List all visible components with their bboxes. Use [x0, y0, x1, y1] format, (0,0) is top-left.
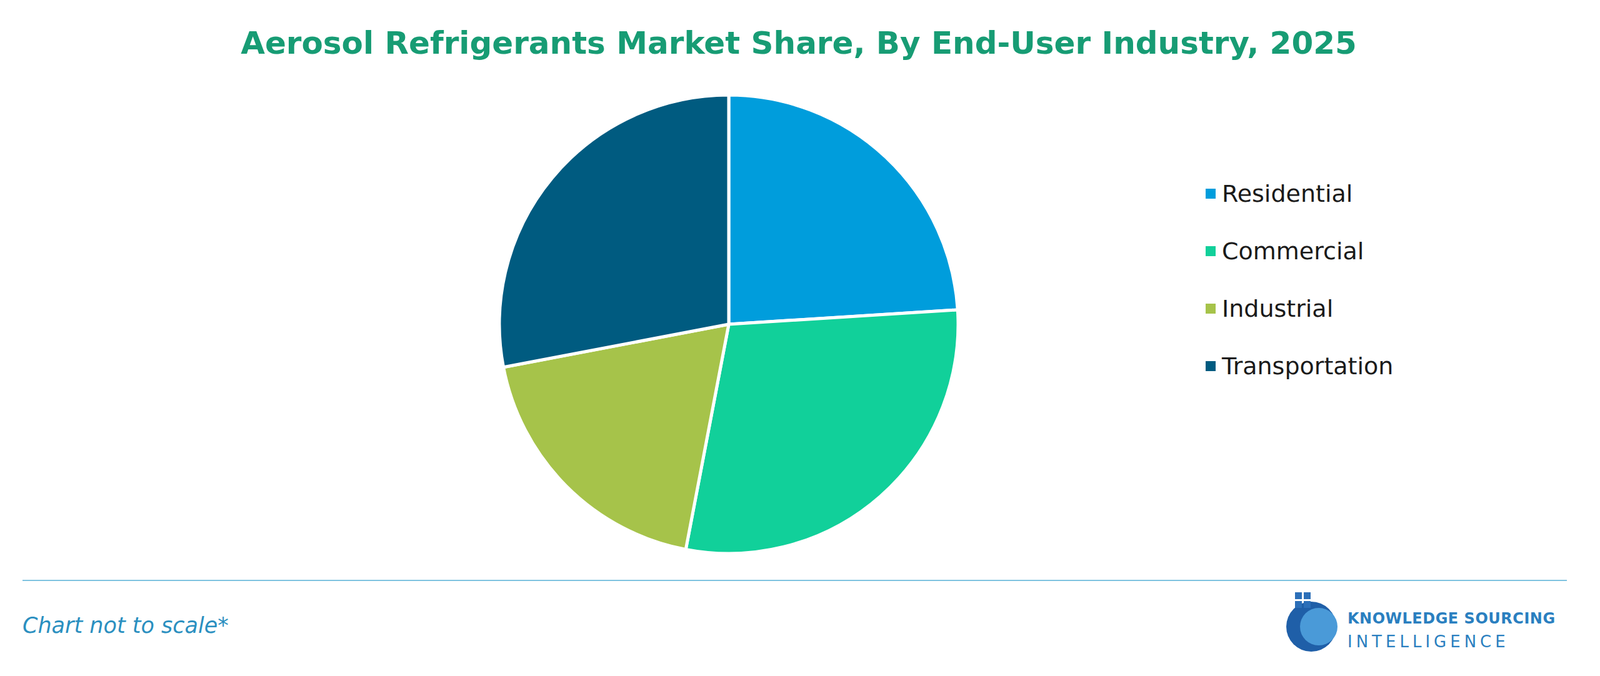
- legend-label: Transportation: [1221, 352, 1394, 380]
- logo-icon: [1295, 592, 1302, 600]
- title: Aerosol Refrigerants Market Share, By En…: [240, 25, 1357, 62]
- legend-label: Industrial: [1221, 295, 1334, 323]
- legend-label: Residential: [1221, 180, 1353, 208]
- pie: [499, 95, 959, 554]
- legend-label: Commercial: [1221, 237, 1364, 265]
- legend: Residential Commercial Industrial Transport…: [1205, 180, 1394, 380]
- separator: [22, 580, 1567, 582]
- logo: KNOWLEDGE SOURCING INTELLIGENCE: [1286, 592, 1556, 652]
- logo-text: INTELLIGENCE: [1347, 632, 1510, 652]
- legend-swatch: [1205, 303, 1216, 314]
- logo-icon: [1300, 608, 1338, 646]
- logo-text: KNOWLEDGE SOURCING: [1347, 610, 1556, 628]
- pie-slice: [728, 95, 958, 325]
- legend-swatch: [1205, 361, 1216, 372]
- logo-icon: [1295, 601, 1302, 609]
- chart: Aerosol Refrigerants Market Share, By En…: [0, 0, 1600, 676]
- background: [0, 0, 1600, 676]
- pie-slice: [685, 310, 959, 554]
- logo-icon: [1303, 592, 1311, 600]
- legend-swatch: [1205, 246, 1216, 257]
- legend-swatch: [1205, 188, 1216, 199]
- footnote: Chart not to scale*: [22, 613, 229, 639]
- pie-slice: [499, 95, 729, 368]
- logo-icon: [1303, 601, 1311, 609]
